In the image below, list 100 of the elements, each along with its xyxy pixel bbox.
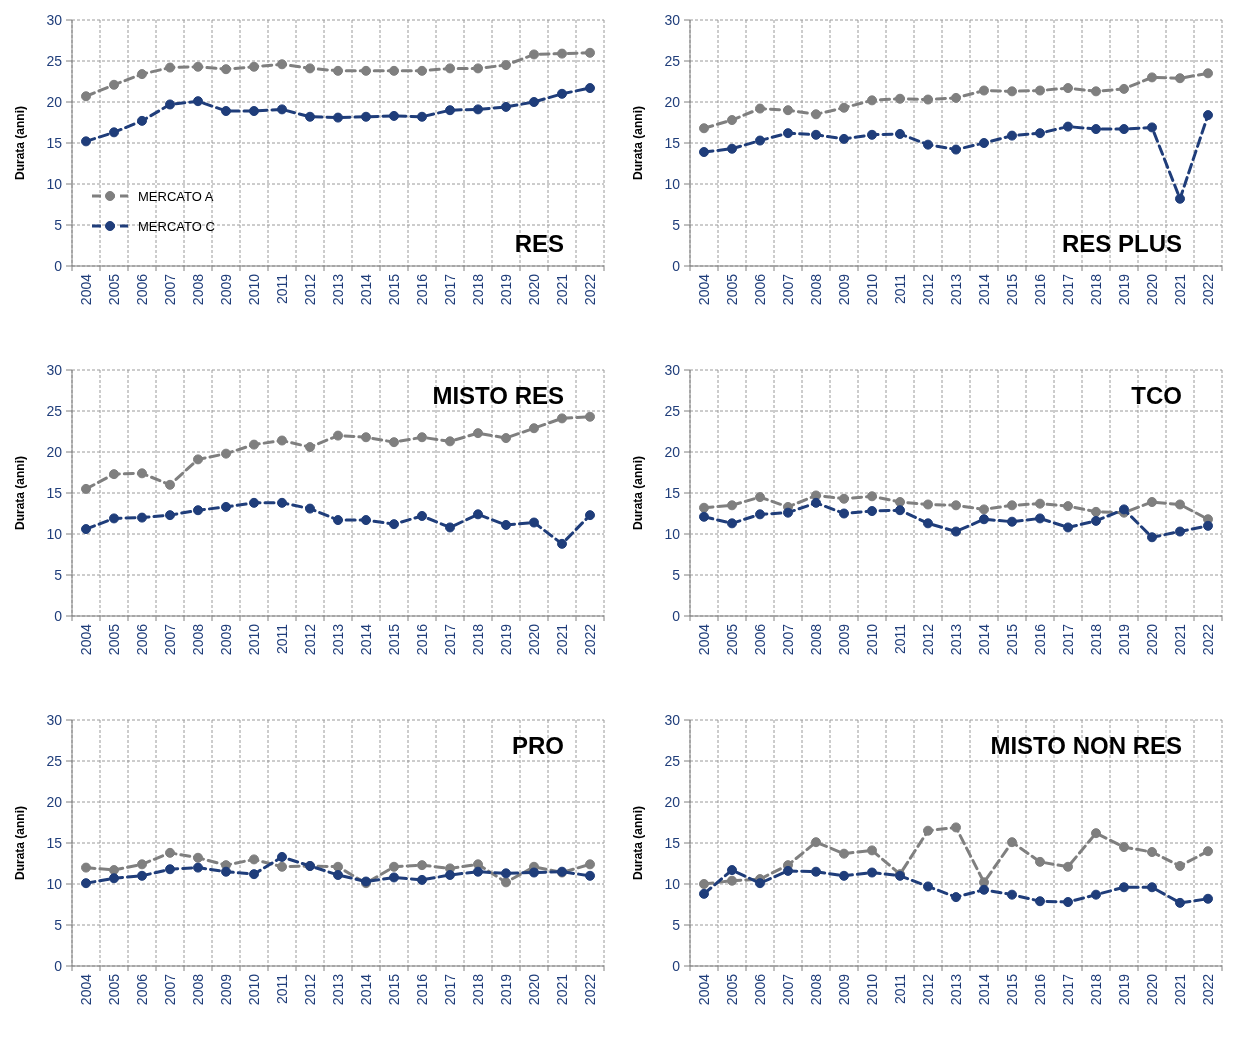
point	[1091, 515, 1101, 526]
point	[109, 79, 119, 90]
point	[585, 47, 595, 58]
x-tick-label: 2011	[273, 973, 290, 1005]
x-tick-label: 2010	[245, 273, 262, 306]
point	[221, 106, 231, 117]
x-tick-label: 2006	[133, 623, 150, 656]
x-tick-label: 2018	[1087, 623, 1104, 656]
x-tick-label: 2006	[133, 273, 150, 306]
x-tick-label: 2014	[975, 973, 992, 1006]
x-tick-label: 2004	[77, 623, 94, 656]
x-tick-label: 2019	[497, 623, 514, 656]
y-axis-title: Durata (anni)	[631, 455, 645, 531]
point	[361, 111, 371, 122]
x-tick-label: 2014	[357, 273, 374, 306]
x-tick-label: 2020	[1143, 273, 1160, 306]
point	[839, 133, 849, 144]
x-tick-label: 2011	[273, 623, 290, 655]
y-tick-label: 10	[46, 525, 63, 542]
y-tick-label: 30	[46, 711, 63, 728]
point	[165, 479, 175, 490]
y-tick-label: 25	[46, 402, 63, 419]
point	[249, 61, 259, 72]
point	[727, 875, 737, 886]
point	[783, 865, 793, 876]
point	[389, 872, 399, 883]
x-tick-label: 2007	[779, 973, 796, 1006]
point	[727, 518, 737, 529]
x-tick-label: 2016	[1031, 973, 1048, 1006]
y-tick-label: 20	[46, 793, 63, 810]
x-tick-label: 2005	[723, 623, 740, 656]
x-tick-label: 2005	[105, 623, 122, 656]
x-tick-label: 2004	[695, 273, 712, 306]
point	[783, 105, 793, 116]
point	[699, 888, 709, 899]
y-tick-label: 20	[46, 443, 63, 460]
point	[1147, 847, 1157, 858]
point	[333, 869, 343, 880]
point	[811, 109, 821, 120]
point	[699, 879, 709, 889]
y-tick-label: 30	[46, 361, 63, 378]
point	[417, 111, 427, 122]
point	[165, 510, 175, 521]
x-tick-label: 2010	[245, 973, 262, 1006]
point	[389, 519, 399, 530]
point	[473, 428, 483, 439]
text: PRO	[511, 732, 564, 759]
point	[137, 115, 147, 126]
point	[165, 62, 175, 73]
point	[557, 413, 567, 424]
x-tick-label: 2006	[751, 273, 768, 306]
point	[755, 103, 765, 114]
point	[755, 509, 765, 520]
point	[305, 503, 315, 514]
point	[417, 860, 427, 871]
point	[109, 469, 119, 480]
point	[1035, 128, 1045, 139]
point	[699, 502, 709, 513]
point	[727, 865, 737, 876]
point	[585, 83, 595, 94]
point	[839, 493, 849, 504]
legend-label: MERCATO C	[138, 219, 215, 234]
x-tick-label: 2022	[1199, 273, 1216, 306]
point	[1119, 882, 1129, 893]
x-tick-label: 2009	[835, 973, 852, 1006]
x-tick-label: 2017	[441, 973, 458, 1006]
point	[727, 500, 737, 511]
point	[755, 492, 765, 503]
x-tick-label: 2021	[553, 273, 570, 306]
point	[699, 123, 709, 134]
x-tick-label: 2016	[413, 973, 430, 1006]
x-tick-label: 2013	[329, 973, 346, 1006]
x-tick-label: 2006	[751, 973, 768, 1006]
point	[1203, 520, 1213, 531]
point	[81, 136, 91, 147]
point	[839, 102, 849, 113]
point	[1175, 860, 1185, 871]
point	[811, 497, 821, 508]
x-tick-label: 2004	[77, 973, 94, 1006]
point	[417, 510, 427, 521]
point	[361, 432, 371, 443]
x-tick-label: 2018	[1087, 273, 1104, 306]
point	[867, 491, 877, 502]
point	[1147, 122, 1157, 133]
point	[1035, 513, 1045, 524]
point	[585, 870, 595, 881]
y-tick-label: 25	[46, 752, 63, 769]
point	[417, 874, 427, 885]
point	[501, 868, 511, 879]
point	[137, 870, 147, 881]
x-tick-label: 2011	[891, 273, 908, 305]
x-tick-label: 2012	[919, 273, 936, 306]
point	[277, 104, 287, 115]
point	[923, 94, 933, 105]
x-tick-label: 2016	[413, 273, 430, 306]
y-tick-label: 30	[46, 11, 63, 28]
point	[979, 884, 989, 895]
point	[305, 111, 315, 122]
point	[951, 144, 961, 155]
point	[699, 147, 709, 158]
